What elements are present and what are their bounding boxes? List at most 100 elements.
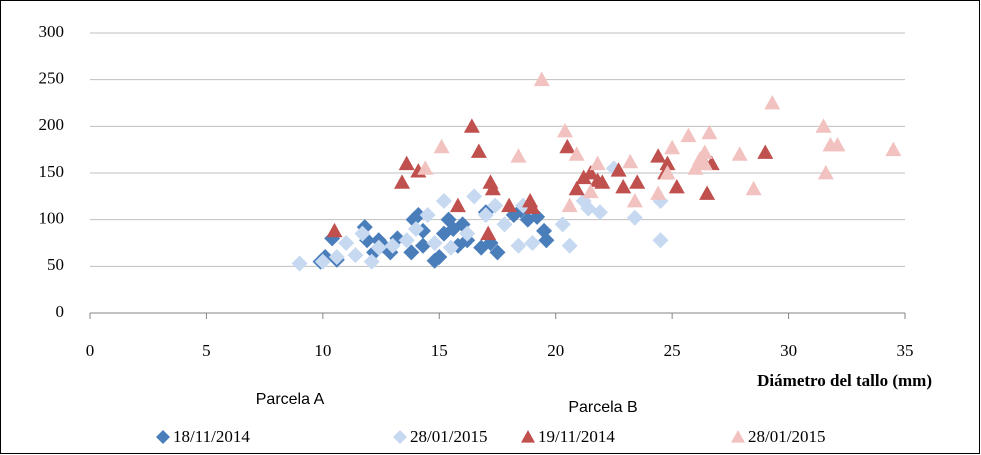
data-point bbox=[561, 197, 578, 213]
legend-label: 19/11/2014 bbox=[538, 427, 615, 446]
data-point bbox=[510, 237, 527, 254]
data-point bbox=[591, 204, 608, 221]
data-point bbox=[466, 188, 483, 205]
data-point bbox=[480, 225, 497, 241]
data-point bbox=[463, 118, 480, 133]
data-point bbox=[414, 237, 431, 254]
legend-label: 18/11/2014 bbox=[173, 427, 250, 446]
data-point bbox=[764, 95, 781, 110]
data-point bbox=[442, 239, 459, 256]
data-point bbox=[524, 199, 541, 214]
legend-marker bbox=[521, 430, 535, 443]
data-point bbox=[433, 138, 450, 154]
y-tick-label: 250 bbox=[39, 69, 65, 88]
data-point bbox=[650, 148, 667, 163]
y-tick-label: 200 bbox=[39, 115, 65, 134]
data-point bbox=[626, 209, 643, 226]
data-point bbox=[885, 141, 902, 157]
data-point bbox=[568, 146, 585, 161]
data-point bbox=[426, 235, 443, 251]
y-tick-label: 100 bbox=[39, 209, 65, 228]
data-point bbox=[347, 247, 364, 264]
data-point bbox=[629, 174, 646, 189]
data-point bbox=[431, 249, 448, 265]
data-point bbox=[745, 180, 762, 196]
data-point bbox=[582, 183, 599, 199]
legend-label: 28/01/2015 bbox=[748, 427, 825, 446]
data-point bbox=[398, 155, 415, 171]
data-point bbox=[477, 207, 494, 223]
data-point bbox=[449, 197, 466, 213]
data-point bbox=[510, 148, 527, 163]
data-point bbox=[354, 225, 371, 242]
data-point bbox=[687, 160, 704, 175]
y-tick-label: 150 bbox=[39, 162, 65, 181]
data-point bbox=[435, 193, 452, 209]
data-point bbox=[496, 216, 513, 233]
data-point bbox=[589, 155, 606, 171]
data-point bbox=[696, 155, 713, 171]
data-point bbox=[363, 253, 380, 270]
data-point bbox=[650, 185, 667, 200]
data-point bbox=[680, 127, 697, 143]
data-point bbox=[328, 249, 345, 265]
data-point bbox=[501, 197, 518, 213]
x-tick-label: 15 bbox=[431, 341, 448, 360]
x-tick-label: 30 bbox=[780, 341, 797, 360]
data-point bbox=[417, 160, 434, 175]
data-point bbox=[622, 153, 639, 169]
data-point bbox=[384, 237, 401, 254]
legend-label: 28/01/2015 bbox=[410, 427, 487, 446]
data-point bbox=[538, 232, 555, 249]
annotation: Parcela A bbox=[256, 391, 325, 408]
x-tick-label: 0 bbox=[86, 341, 95, 360]
data-point bbox=[398, 232, 415, 249]
legend-marker bbox=[156, 430, 170, 444]
data-point bbox=[557, 123, 574, 138]
data-point bbox=[470, 143, 487, 158]
data-point bbox=[659, 155, 676, 171]
data-point bbox=[610, 162, 627, 177]
data-point bbox=[291, 255, 308, 272]
data-point bbox=[829, 137, 846, 152]
data-point bbox=[659, 165, 676, 180]
data-point bbox=[731, 146, 748, 161]
x-tick-label: 20 bbox=[547, 341, 564, 360]
x-tick-label: 25 bbox=[664, 341, 681, 360]
data-point bbox=[394, 174, 411, 189]
legend-marker bbox=[393, 430, 407, 444]
annotation: Parcela B bbox=[568, 399, 637, 416]
data-point bbox=[410, 207, 427, 223]
data-point bbox=[489, 244, 506, 261]
data-point bbox=[408, 221, 424, 237]
data-point bbox=[568, 180, 585, 196]
data-point bbox=[594, 174, 611, 189]
data-point bbox=[815, 118, 832, 133]
x-tick-label: 5 bbox=[202, 341, 211, 360]
data-point bbox=[524, 235, 541, 251]
data-point bbox=[370, 239, 387, 256]
data-point bbox=[338, 235, 355, 251]
data-point bbox=[459, 225, 476, 242]
data-point bbox=[664, 139, 681, 155]
x-tick-label: 35 bbox=[897, 341, 914, 360]
y-tick-label: 300 bbox=[39, 22, 65, 41]
y-tick-label: 0 bbox=[56, 302, 65, 321]
data-point bbox=[419, 207, 436, 223]
data-point bbox=[533, 71, 550, 87]
data-point bbox=[484, 180, 501, 196]
data-point bbox=[652, 232, 669, 249]
data-point bbox=[696, 144, 713, 159]
data-point bbox=[668, 179, 685, 194]
data-point bbox=[559, 138, 576, 154]
x-axis-label: Diámetro del tallo (mm) bbox=[757, 371, 932, 390]
data-point bbox=[626, 193, 643, 208]
data-point bbox=[575, 169, 592, 185]
data-point bbox=[487, 197, 504, 214]
data-point bbox=[554, 216, 571, 233]
data-point bbox=[615, 179, 632, 194]
data-point bbox=[561, 237, 578, 254]
x-tick-label: 10 bbox=[314, 341, 331, 360]
